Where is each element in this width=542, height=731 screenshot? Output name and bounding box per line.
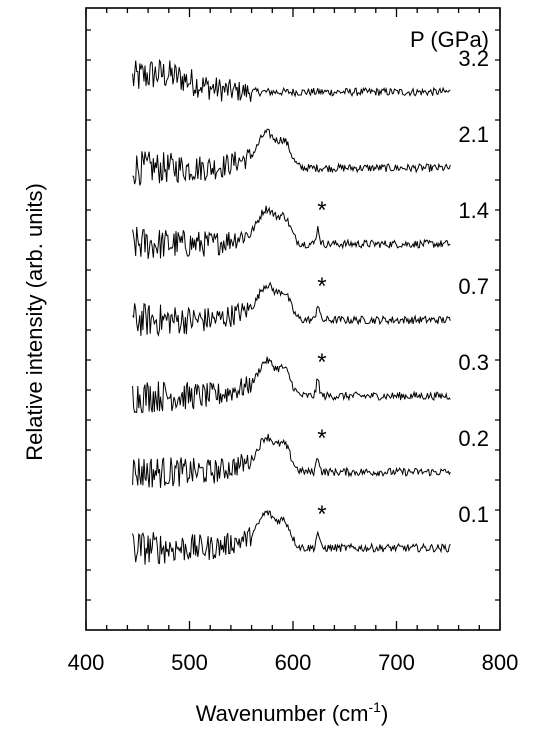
pressure-legend-header: P (GPa) (410, 27, 489, 52)
spectrum-trace (132, 58, 451, 102)
x-tick-label: 700 (378, 650, 415, 675)
asterisk-marker: * (317, 501, 326, 528)
spectrum-trace (132, 205, 451, 259)
x-tick-label: 500 (171, 650, 208, 675)
x-tick-label: 400 (68, 650, 105, 675)
x-axis-label: Wavenumber (cm-1) (196, 699, 389, 726)
spectrum-trace (132, 128, 451, 186)
pressure-label: 0.3 (458, 350, 489, 375)
spectrum-trace (132, 356, 451, 414)
pressure-label: 2.1 (458, 122, 489, 147)
spectrum-trace (132, 509, 451, 565)
spectrum-trace (132, 281, 451, 337)
x-tick-label: 600 (275, 650, 312, 675)
plot-axes: 400 500 600 700 800 (68, 7, 519, 675)
trace-labels: 3.2 2.1 1.4 * 0.7 * 0.3 * 0.2 * 0.1 * (317, 46, 489, 528)
asterisk-marker: * (317, 273, 326, 300)
spectra-traces (132, 58, 451, 565)
asterisk-marker: * (317, 425, 326, 452)
x-tick-label: 800 (482, 650, 519, 675)
y-axis-label: Relative intensity (arb. units) (22, 183, 47, 461)
pressure-label: 1.4 (458, 198, 489, 223)
spectrum-trace (132, 433, 451, 488)
asterisk-marker: * (317, 349, 326, 376)
asterisk-marker: * (317, 197, 326, 224)
pressure-label: 0.1 (458, 502, 489, 527)
pressure-label: 0.7 (458, 274, 489, 299)
pressure-label: 3.2 (458, 46, 489, 71)
pressure-label: 0.2 (458, 426, 489, 451)
